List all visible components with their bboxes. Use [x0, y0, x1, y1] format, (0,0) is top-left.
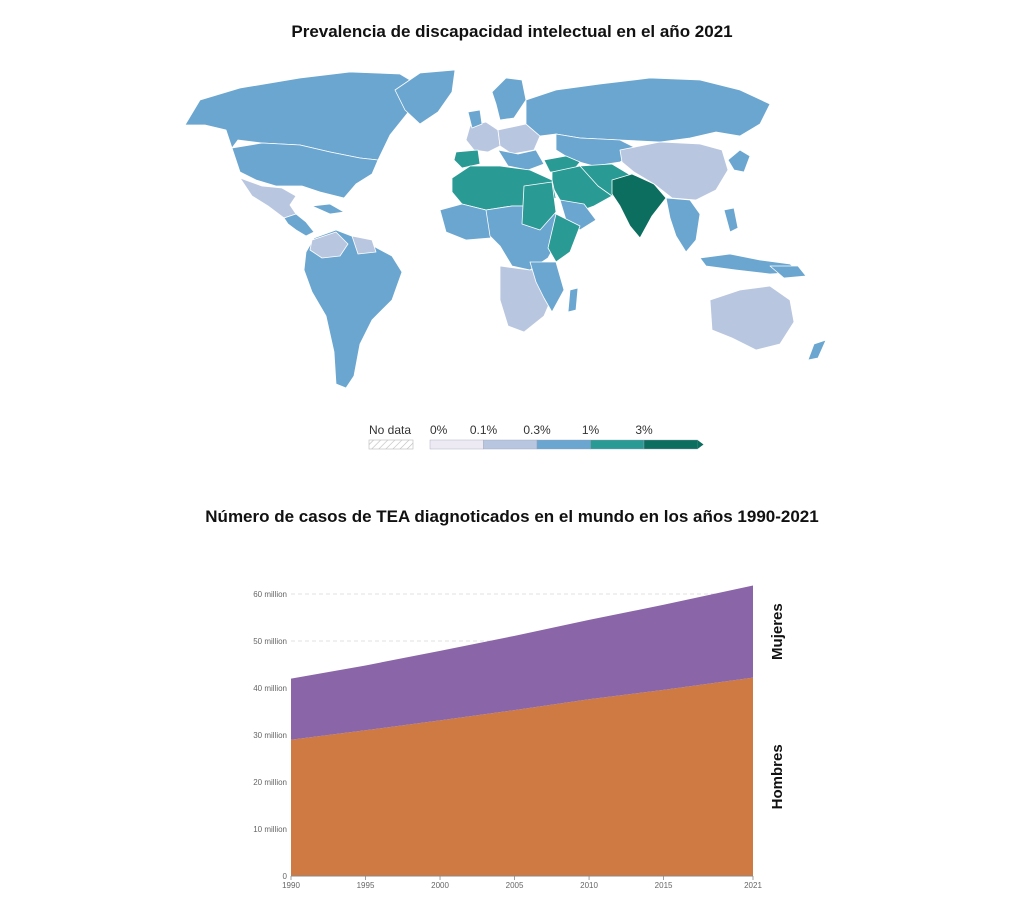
y-tick-label-40: 40 million — [253, 684, 287, 693]
x-tick-label-2005: 2005 — [506, 881, 524, 890]
region-caribbean — [311, 203, 345, 215]
legend-threshold-0: 0% — [430, 423, 448, 437]
region-philippines — [723, 207, 739, 233]
y-tick-label-30: 30 million — [253, 731, 287, 740]
region-southeast-asia — [665, 197, 701, 253]
map-title: Prevalencia de discapacidad intelectual … — [291, 22, 733, 41]
region-russia — [525, 77, 771, 143]
y-tick-label-10: 10 million — [253, 825, 287, 834]
legend-no-data-swatch — [368, 439, 414, 450]
region-usa — [231, 142, 379, 199]
map-legend: No data 0% 0.1% 0.3% 1% 3% — [368, 423, 704, 450]
region-south-america — [303, 229, 403, 389]
region-madagascar — [567, 287, 579, 313]
y-tick-label-60: 60 million — [253, 590, 287, 599]
region-egypt-sudan — [521, 181, 557, 231]
legend-threshold-2: 0.3% — [523, 423, 551, 437]
region-australia — [709, 285, 795, 351]
region-central-asia — [555, 133, 641, 167]
legend-threshold-3: 1% — [582, 423, 600, 437]
region-new-guinea — [769, 265, 807, 279]
chart-title: Número de casos de TEA diagnoticados en … — [205, 507, 819, 526]
region-brazil-north — [351, 235, 377, 255]
region-greenland — [394, 69, 456, 125]
region-balkans-italy — [497, 149, 545, 171]
region-central-america — [283, 213, 315, 237]
region-korea-japan — [727, 149, 751, 173]
x-tick-label-2015: 2015 — [655, 881, 673, 890]
area-series-hombres — [291, 677, 753, 876]
x-tick-label-2010: 2010 — [580, 881, 598, 890]
region-new-zealand — [807, 339, 827, 361]
x-tick-label-2021: 2021 — [744, 881, 762, 890]
x-tick-label-1995: 1995 — [357, 881, 375, 890]
series-label-mujeres: Mujeres — [769, 603, 786, 660]
region-india — [611, 173, 667, 239]
series-label-hombres: Hombres — [769, 744, 786, 809]
region-china-mongolia — [619, 141, 729, 201]
region-uk — [467, 109, 483, 129]
y-tick-label-50: 50 million — [253, 637, 287, 646]
y-tick-label-20: 20 million — [253, 778, 287, 787]
region-europe-west — [465, 121, 501, 153]
world-map: No data 0% 0.1% 0.3% 1% 3% — [184, 69, 827, 450]
region-scandinavia — [491, 77, 527, 121]
area-series-mujeres — [291, 585, 753, 740]
x-tick-label-1990: 1990 — [282, 881, 300, 890]
legend-threshold-1: 0.1% — [470, 423, 498, 437]
region-arabia — [559, 199, 597, 231]
x-tick-label-2000: 2000 — [431, 881, 449, 890]
region-mexico — [239, 177, 297, 219]
region-east-africa — [529, 261, 565, 313]
legend-threshold-4: 3% — [635, 423, 653, 437]
y-tick-label-0: 0 — [283, 872, 288, 881]
legend-no-data-label: No data — [369, 423, 411, 437]
legend-arrow — [697, 440, 704, 449]
region-colombia-venezuela — [309, 231, 349, 259]
region-horn-africa — [547, 213, 581, 263]
